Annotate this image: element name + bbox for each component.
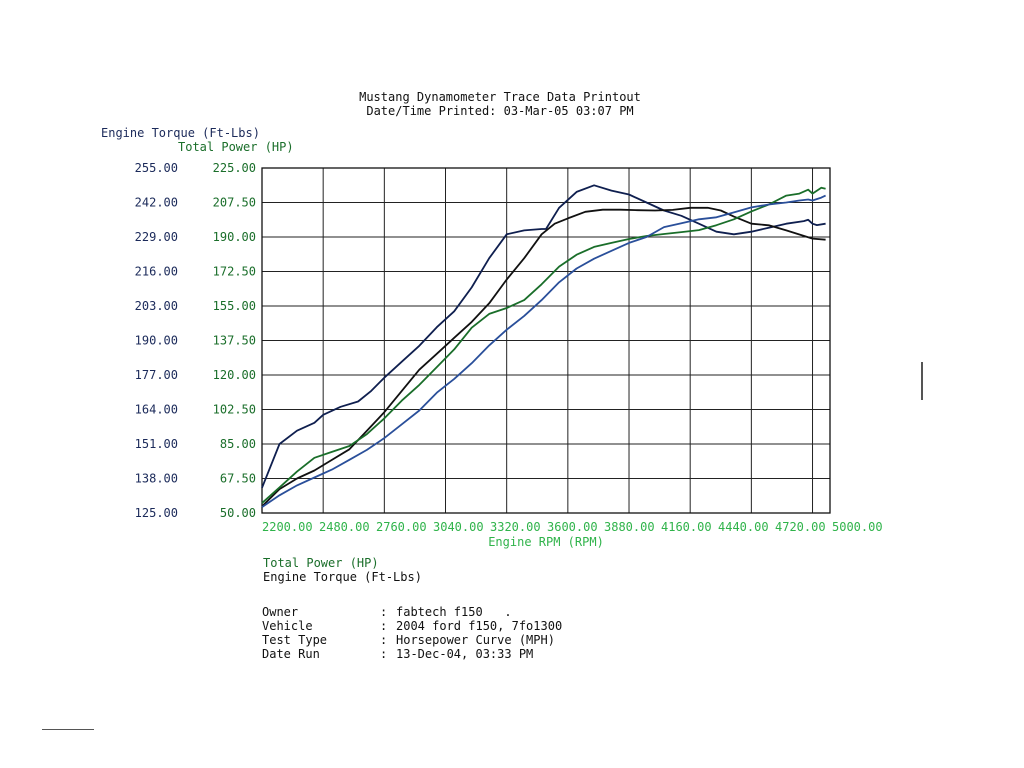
torque-tick-label: 229.00	[135, 230, 178, 244]
x-tick-label: 3600.00	[547, 520, 598, 534]
x-tick-label: 4720.00	[775, 520, 826, 534]
x-tick-label: 2200.00	[262, 520, 313, 534]
torque-tick-label: 151.00	[135, 437, 178, 451]
x-tick-label: 5000.00	[832, 520, 883, 534]
power-tick-label: 155.00	[213, 299, 256, 313]
legend: Total Power (HP) Engine Torque (Ft-Lbs)	[263, 556, 422, 584]
torque-tick-label: 216.00	[135, 265, 178, 279]
printed-timestamp: Date/Time Printed: 03-Mar-05 03:07 PM	[366, 104, 634, 118]
tick-labels: 255.00 242.00 229.00 216.00 203.00 190.00 177.…	[135, 161, 883, 534]
torque-series-line	[261, 206, 826, 508]
series-lines	[261, 184, 826, 508]
power-tick-label: 137.50	[213, 334, 256, 348]
chart-title: Mustang Dynamometer Trace Data Printout	[359, 90, 641, 104]
torque-tick-label: 177.00	[135, 368, 178, 382]
power-tick-label: 50.00	[220, 506, 256, 520]
x-tick-label: 3320.00	[490, 520, 541, 534]
torque-tick-label: 242.00	[135, 196, 178, 210]
info-row: Vehicle:2004 ford f150, 7fo1300	[262, 619, 562, 633]
legend-torque: Engine Torque (Ft-Lbs)	[263, 570, 422, 584]
torque-tick-label: 125.00	[135, 506, 178, 520]
x-tick-label: 4160.00	[661, 520, 712, 534]
power-tick-label: 172.50	[213, 265, 256, 279]
info-label: Vehicle	[262, 619, 313, 633]
power-tick-label: 120.00	[213, 368, 256, 382]
power-axis-title: Total Power (HP)	[178, 140, 294, 154]
info-value: 2004 ford f150, 7fo1300	[396, 619, 563, 633]
dyno-chart: 255.00 242.00 229.00 216.00 203.00 190.00 177.…	[135, 161, 883, 549]
torque-tick-label: 203.00	[135, 299, 178, 313]
info-value: Horsepower Curve (MPH)	[396, 633, 555, 647]
plot-frame	[261, 167, 831, 514]
info-label: Owner	[262, 605, 299, 619]
info-label: Test Type	[262, 633, 328, 647]
info-row: Owner: fabtech f150 .	[262, 605, 562, 619]
run-info: Owner: fabtech f150 . Vehicle:2004 ford f1…	[262, 605, 562, 661]
x-tick-label: 3040.00	[433, 520, 484, 534]
x-tick-label: 2480.00	[319, 520, 370, 534]
info-value: 13-Dec-04, 03:33 PM	[396, 647, 534, 661]
info-label: Date Run	[262, 647, 320, 661]
power-tick-label: 102.50	[213, 403, 256, 417]
torque-series-line	[261, 184, 826, 489]
power-tick-label: 207.50	[213, 196, 256, 210]
info-sep: :	[380, 619, 388, 633]
power-series-line	[261, 186, 826, 504]
x-axis-title: Engine RPM (RPM)	[488, 535, 604, 549]
torque-tick-label: 164.00	[135, 403, 178, 417]
power-tick-label: 85.00	[220, 437, 256, 451]
torque-tick-label: 255.00	[135, 161, 178, 175]
torque-axis-title: Engine Torque (Ft-Lbs)	[101, 126, 260, 140]
info-sep: :	[380, 605, 388, 619]
scan-line	[42, 729, 94, 730]
power-tick-label: 225.00	[213, 161, 256, 175]
scan-mark	[921, 362, 923, 400]
x-tick-label: 3880.00	[604, 520, 655, 534]
torque-tick-label: 138.00	[135, 472, 178, 486]
info-value: fabtech f150 .	[396, 605, 512, 619]
x-tick-label: 2760.00	[376, 520, 427, 534]
torque-tick-label: 190.00	[135, 334, 178, 348]
info-row: Date Run:13-Dec-04, 03:33 PM	[262, 647, 562, 661]
power-tick-label: 190.00	[213, 230, 256, 244]
grid	[261, 167, 831, 514]
power-tick-label: 67.50	[220, 472, 256, 486]
chart-header: Mustang Dynamometer Trace Data Printout …	[300, 90, 700, 118]
power-series-line	[261, 194, 826, 508]
info-row: Test Type: Horsepower Curve (MPH)	[262, 633, 562, 647]
info-sep: :	[380, 647, 388, 661]
x-tick-label: 4440.00	[718, 520, 769, 534]
info-sep: :	[380, 633, 388, 647]
legend-power: Total Power (HP)	[263, 556, 379, 570]
